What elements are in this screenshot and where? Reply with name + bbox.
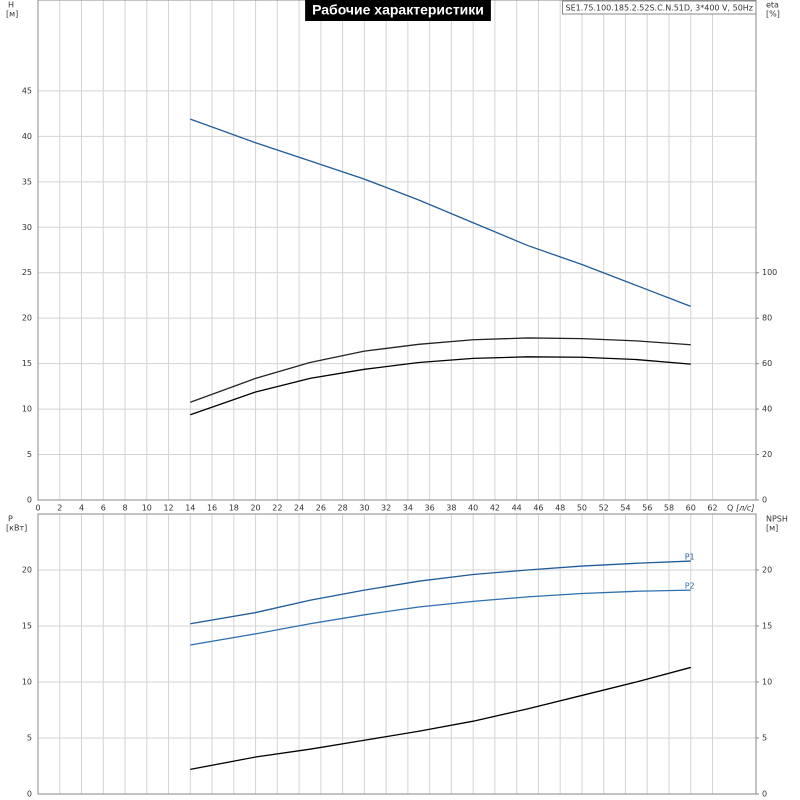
y-axis-unit: [м]	[6, 10, 18, 19]
y-tick-label: 45	[22, 86, 32, 95]
y-tick-label: 20	[22, 566, 32, 575]
x-tick-label: 24	[294, 504, 304, 513]
x-tick-label: 30	[359, 504, 369, 513]
y-tick-label: 5	[27, 450, 32, 459]
y2-tick-label: 0	[762, 790, 767, 799]
data-line	[190, 560, 691, 625]
y2-tick-label: 5	[762, 734, 767, 743]
data-line	[190, 118, 691, 307]
y2-tick-label: 10	[762, 678, 772, 687]
y2-axis-label: NPSH	[766, 515, 788, 524]
x-tick-label: 56	[642, 504, 652, 513]
x-tick-label: 26	[316, 504, 326, 513]
x-tick-label: 20	[250, 504, 260, 513]
x-tick-label: 54	[620, 504, 630, 513]
x-tick-label: 4	[79, 504, 84, 513]
y-axis-label: H	[8, 1, 14, 10]
y-tick-label: 25	[22, 268, 32, 277]
data-line	[190, 337, 691, 403]
x-tick-label: 22	[272, 504, 282, 513]
y2-tick-label: 15	[762, 622, 772, 631]
y2-axis-unit: [м]	[766, 524, 778, 533]
plot-frame	[37, 513, 757, 795]
data-line	[190, 666, 691, 770]
y2-tick-label: 0	[762, 496, 767, 505]
y2-tick-label: 80	[762, 314, 772, 323]
x-tick-label: 38	[446, 504, 456, 513]
data-line	[190, 589, 691, 646]
y-tick-label: 30	[22, 223, 32, 232]
y-tick-label: 5	[27, 734, 32, 743]
y2-tick-label: 40	[762, 405, 772, 414]
x-tick-label: 2	[57, 504, 62, 513]
x-tick-label: 0	[35, 504, 40, 513]
x-tick-label: 44	[512, 504, 522, 513]
y2-tick-label: 20	[762, 450, 772, 459]
x-tick-label: 34	[403, 504, 413, 513]
x-tick-label: 40	[468, 504, 478, 513]
y-tick-label: 15	[22, 359, 32, 368]
x-axis-label: Q	[727, 504, 733, 513]
y2-axis-unit: [%]	[766, 10, 780, 19]
x-tick-label: 18	[229, 504, 239, 513]
y-axis-unit: [кВт]	[6, 524, 27, 533]
x-tick-label: 50	[577, 504, 587, 513]
x-tick-label: 8	[122, 504, 127, 513]
y2-tick-label: 100	[762, 268, 777, 277]
x-tick-label: 52	[599, 504, 609, 513]
subtitle-box	[562, 0, 757, 15]
x-axis-unit: [л/с]	[736, 504, 754, 513]
x-tick-label: 48	[555, 504, 565, 513]
plot-frame	[37, 0, 757, 501]
x-tick-label: 42	[490, 504, 500, 513]
series-label: P1	[685, 553, 695, 562]
x-tick-label: 14	[185, 504, 195, 513]
y-axis-label: P	[8, 515, 13, 524]
data-line	[190, 356, 691, 416]
x-tick-label: 58	[664, 504, 674, 513]
y2-tick-label: 60	[762, 359, 772, 368]
x-tick-label: 28	[338, 504, 348, 513]
x-tick-label: 12	[163, 504, 173, 513]
x-tick-label: 46	[533, 504, 543, 513]
y-tick-label: 0	[27, 790, 32, 799]
y-tick-label: 40	[22, 132, 32, 141]
y-tick-label: 0	[27, 496, 32, 505]
y2-tick-label: 20	[762, 566, 772, 575]
x-tick-label: 60	[686, 504, 696, 513]
y-tick-label: 10	[22, 678, 32, 687]
x-tick-label: 62	[707, 504, 717, 513]
y-tick-label: 10	[22, 405, 32, 414]
x-tick-label: 36	[425, 504, 435, 513]
x-tick-label: 10	[142, 504, 152, 513]
chart-subtitle: SE1.75.100.185.2.52S.C.N.51D, 3*400 V, 5…	[566, 4, 753, 13]
chart-title: Рабочие характеристики	[312, 2, 484, 18]
x-tick-label: 6	[101, 504, 106, 513]
series-label: P2	[685, 582, 695, 591]
y-tick-label: 35	[22, 177, 32, 186]
y-tick-label: 15	[22, 622, 32, 631]
x-tick-label: 32	[381, 504, 391, 513]
y-tick-label: 20	[22, 314, 32, 323]
y2-axis-label: eta	[766, 1, 779, 10]
x-tick-label: 16	[207, 504, 217, 513]
title-box	[305, 0, 491, 21]
